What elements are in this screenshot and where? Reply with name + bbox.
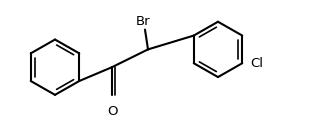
Text: Cl: Cl [250, 57, 263, 70]
Text: Br: Br [136, 15, 150, 28]
Text: O: O [107, 105, 117, 118]
